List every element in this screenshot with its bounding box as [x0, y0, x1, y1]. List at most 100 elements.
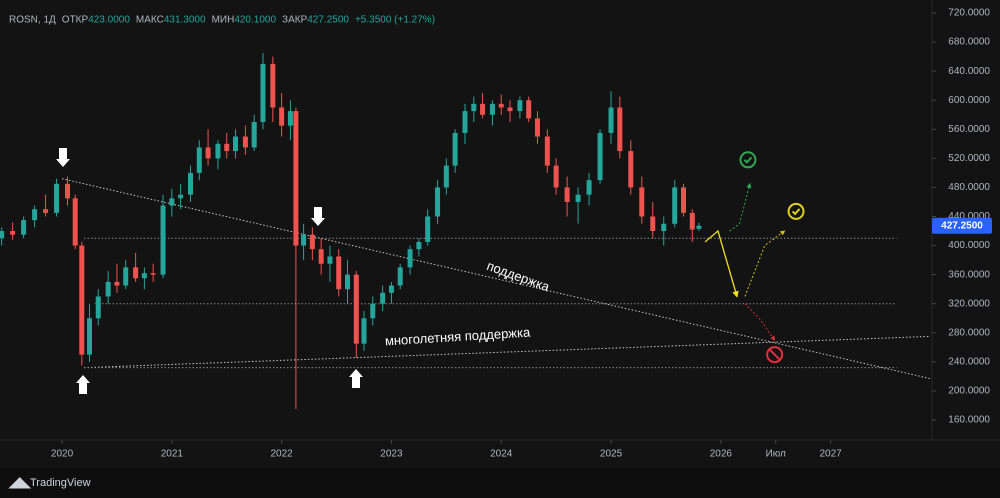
candle-body — [507, 107, 513, 112]
candle-body — [309, 234, 315, 250]
candle-body — [293, 111, 299, 246]
candle-body — [114, 281, 120, 286]
candle-body — [336, 256, 342, 290]
candle-body — [224, 143, 230, 152]
candle-body — [498, 103, 504, 108]
candle-body — [661, 223, 667, 232]
candle-body — [196, 147, 202, 173]
header-field: 420.1000 — [234, 15, 276, 26]
candle-body — [517, 100, 523, 112]
header-field: МИН — [212, 15, 235, 26]
candle-body — [480, 103, 486, 115]
y-tick-label: 320.0000 — [948, 298, 990, 309]
candle-body — [133, 267, 139, 279]
candle-body — [397, 267, 403, 286]
candle-body — [95, 296, 101, 319]
candle-body — [696, 225, 702, 229]
candle-body — [489, 103, 495, 115]
candle-body — [628, 151, 634, 188]
candle-body — [279, 107, 285, 126]
header-field: +5.3500 (+1.27%) — [355, 15, 435, 26]
icon-glyph — [791, 208, 801, 216]
candle-body — [86, 318, 92, 355]
candle-body — [178, 194, 184, 199]
icon — [787, 202, 805, 220]
candle-body — [586, 180, 592, 195]
candle-body — [32, 209, 38, 221]
candle-body — [65, 183, 71, 199]
x-tick-label: 2025 — [600, 449, 623, 460]
candle-body — [251, 122, 257, 148]
icon-glyph — [768, 348, 781, 361]
y-tick-label: 560.0000 — [948, 124, 990, 135]
candle-body — [564, 187, 570, 202]
candle-body — [123, 267, 129, 286]
candle-body — [10, 231, 16, 235]
candle-body — [270, 63, 276, 108]
icon — [739, 151, 757, 169]
footer-bar — [0, 468, 1000, 498]
y-tick-label: 200.0000 — [948, 386, 990, 397]
candle-body — [327, 256, 333, 264]
candle-body — [370, 303, 376, 319]
candle-body — [43, 209, 49, 213]
y-tick-label: 640.0000 — [948, 66, 990, 77]
header-field: 427.2500 — [307, 15, 349, 26]
candle-body — [54, 183, 60, 213]
x-tick-label: 2027 — [820, 449, 843, 460]
y-tick-label: 280.0000 — [948, 327, 990, 338]
candle-body — [681, 187, 687, 213]
candle-body — [160, 205, 166, 275]
icon-glyph — [743, 156, 753, 164]
y-tick-label: 720.0000 — [948, 8, 990, 19]
x-tick-label: 2021 — [161, 449, 184, 460]
y-tick-label: 400.0000 — [948, 240, 990, 251]
candle-body — [689, 212, 695, 230]
header-field: ЗАКР — [282, 15, 308, 26]
candle-body — [672, 187, 678, 224]
candle-body — [380, 292, 386, 304]
x-tick-label: 2024 — [490, 449, 513, 460]
footer-brand: TradingView — [30, 477, 91, 489]
drawing — [729, 182, 752, 232]
candle-body — [318, 249, 324, 264]
candle-body — [553, 165, 559, 188]
candle-body — [639, 187, 645, 217]
icon — [766, 346, 784, 364]
drawing — [744, 303, 776, 341]
candle-body — [416, 241, 422, 250]
candle-body — [215, 143, 221, 159]
candle-body — [597, 132, 603, 181]
candle-body — [471, 103, 477, 112]
candle-body — [345, 274, 351, 290]
candle-body — [388, 285, 394, 293]
candle-body — [608, 107, 614, 133]
candle-body — [105, 281, 111, 297]
candle-body — [361, 318, 367, 344]
x-tick-label: 2022 — [271, 449, 294, 460]
drawing — [61, 178, 931, 380]
candle-body — [617, 107, 623, 152]
candle-body — [462, 111, 468, 133]
candle-body — [233, 136, 239, 152]
y-tick-label: 600.0000 — [948, 95, 990, 106]
candle-body — [650, 216, 656, 232]
x-tick-label: 2026 — [710, 449, 733, 460]
y-tick-label: 440.0000 — [948, 211, 990, 222]
candle-body — [526, 100, 532, 119]
candle-body — [0, 231, 5, 239]
header-field: 431.3000 — [164, 15, 206, 26]
x-tick-label: Июл — [766, 449, 786, 460]
candle-body — [242, 136, 248, 148]
y-tick-label: 480.0000 — [948, 182, 990, 193]
drawing — [83, 335, 931, 369]
candle-body — [452, 132, 458, 166]
candle-body — [205, 147, 211, 159]
y-tick-label: 680.0000 — [948, 37, 990, 48]
candle-body — [21, 220, 27, 235]
marker-arrows — [56, 148, 363, 394]
candle-body — [353, 274, 359, 344]
